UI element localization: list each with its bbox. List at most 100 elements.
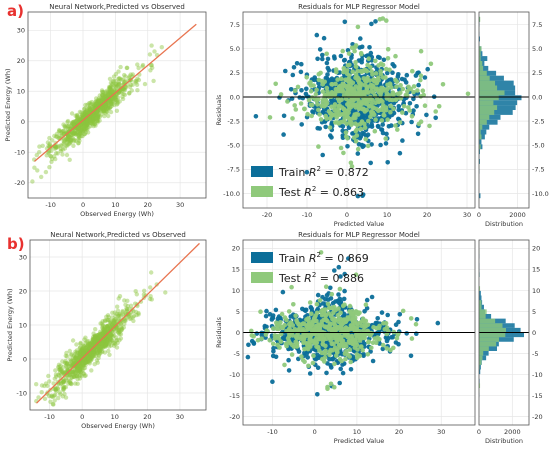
scatter-point [81, 120, 87, 125]
scatter-point [90, 119, 96, 124]
train-point [396, 104, 402, 109]
scatter-point [92, 104, 97, 109]
legend-swatch-test [251, 272, 273, 283]
scatter-point [79, 110, 84, 115]
scatter-point [114, 85, 119, 90]
train-point [435, 320, 441, 326]
test-point [388, 347, 393, 353]
scatter-point [152, 49, 157, 54]
scatter-point [106, 92, 111, 97]
scatter-point [105, 88, 110, 93]
train-point [323, 124, 329, 130]
scatter-point [40, 143, 45, 148]
scatter-point [110, 82, 115, 87]
scatter-point [103, 108, 109, 113]
scatter-point [127, 84, 133, 90]
scatter-point [81, 120, 87, 125]
scatter-point [125, 65, 130, 71]
test-point [345, 136, 350, 141]
y-tick-label: 2.5 [230, 69, 240, 77]
scatter-point [90, 115, 95, 120]
train-point [369, 142, 374, 147]
train-point [408, 353, 414, 359]
test-point [328, 381, 334, 387]
scatter-point [82, 110, 87, 115]
test-point [289, 352, 295, 357]
test-point [359, 101, 365, 106]
scatter-point [75, 381, 80, 386]
scatter-point [103, 104, 108, 109]
train-point [384, 131, 389, 137]
dist-bar-test [479, 85, 498, 91]
scatter-point [71, 123, 76, 128]
scatter-point [87, 117, 93, 122]
scatter-point [61, 122, 66, 127]
scatter-point [105, 323, 110, 329]
scatter-point [115, 82, 121, 88]
scatter-point [107, 98, 112, 104]
test-point [368, 65, 373, 70]
test-point [270, 341, 276, 347]
train-point [362, 309, 367, 314]
scatter-point [91, 117, 96, 123]
panel-label-b: b) [7, 235, 25, 253]
scatter-point [116, 76, 122, 81]
scatter-point [108, 109, 114, 115]
test-point [381, 88, 387, 93]
scatter-point [84, 109, 90, 114]
scatter-point [107, 318, 112, 323]
test-point [365, 84, 370, 89]
test-point [343, 110, 348, 116]
scatter-point [95, 109, 101, 115]
test-point [376, 63, 381, 68]
test-point [291, 302, 296, 307]
x-axis-label: Predicted Value [334, 437, 384, 445]
scatter-point [105, 92, 111, 98]
scatter-point [48, 153, 53, 159]
y-tick-label: 20 [19, 287, 27, 295]
scatter-point [77, 131, 82, 136]
test-point [314, 98, 320, 103]
scatter-point [84, 119, 90, 125]
scatter-point [61, 141, 66, 146]
test-point [335, 337, 341, 343]
test-point [347, 303, 353, 309]
scatter-point [115, 304, 120, 309]
test-point [366, 104, 372, 109]
scatter-point [104, 102, 109, 108]
test-point [305, 326, 311, 331]
scatter-point [93, 103, 98, 109]
test-point [349, 87, 355, 93]
scatter-point [95, 99, 100, 104]
scatter-point [99, 92, 105, 98]
test-point [320, 342, 326, 347]
scatter-point [72, 131, 78, 136]
x-tick-label: -10 [45, 201, 56, 209]
y-tick-label: 0 [21, 118, 25, 126]
scatter-point [81, 114, 86, 120]
train-point [324, 60, 330, 66]
scatter-point [83, 111, 88, 116]
scatter-point [61, 387, 66, 392]
train-point [396, 341, 401, 347]
scatter-point [47, 141, 52, 146]
test-point [354, 127, 360, 132]
scatter-point [46, 150, 51, 156]
scatter-point [105, 106, 111, 111]
scatter-point [87, 105, 92, 111]
train-point [355, 193, 361, 199]
scatter-point [111, 74, 117, 79]
train-point [342, 288, 347, 294]
scatter-point [93, 102, 99, 107]
scatter-point [86, 120, 91, 125]
scatter-point [127, 74, 132, 79]
test-point [307, 81, 312, 86]
dist-bar-test [479, 346, 489, 351]
scatter-point [117, 76, 123, 81]
scatter-point [123, 78, 128, 84]
scatter-point [94, 111, 99, 116]
scatter-point [89, 99, 95, 105]
test-point [359, 69, 364, 75]
test-point [314, 318, 319, 324]
scatter-point [82, 111, 88, 117]
